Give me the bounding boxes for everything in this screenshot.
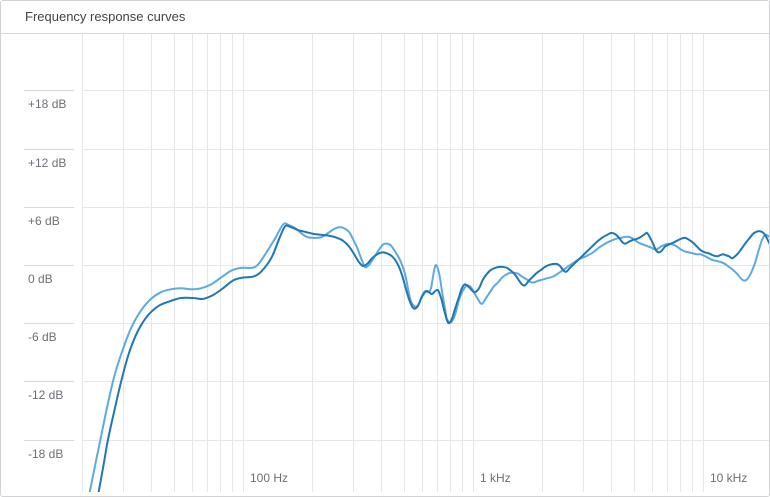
panel-header: Frequency response curves [1,1,769,34]
light-blue-curve [88,222,769,492]
panel-title: Frequency response curves [25,9,186,24]
dark-blue-curve [97,224,769,492]
